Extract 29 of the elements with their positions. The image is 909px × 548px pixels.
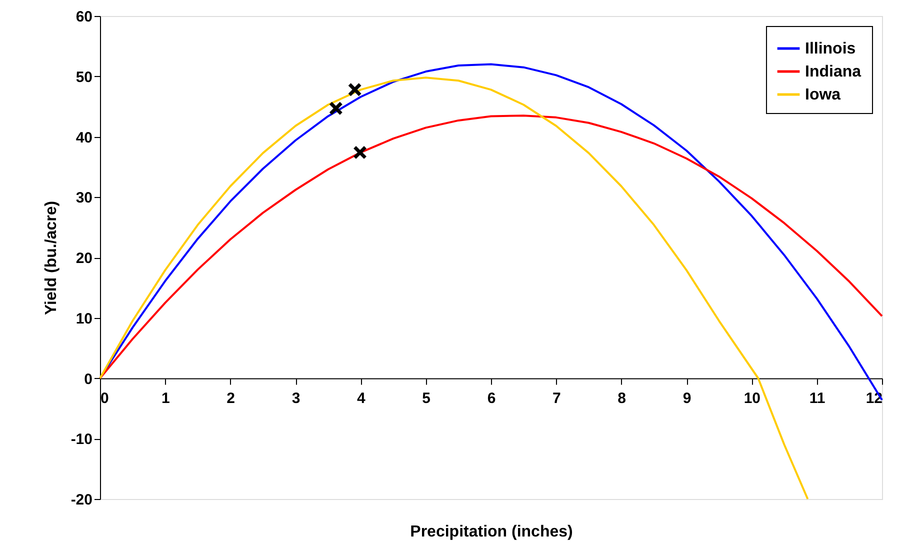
x-tick-label: 8: [618, 390, 626, 407]
point: [353, 145, 368, 160]
x-tick-label: 0: [100, 390, 109, 407]
x-tick-label: 9: [682, 390, 692, 407]
x-tick-label: 4: [356, 390, 366, 407]
y-tick-label: 20: [76, 250, 92, 267]
y-tick-label: -10: [70, 431, 92, 448]
y-axis-title: Yield (bu./acre): [42, 200, 60, 316]
y-tick-label: -20: [70, 492, 92, 508]
x-tick-label: 3: [292, 390, 300, 407]
y-tick-label: 10: [76, 310, 92, 328]
x-tick-label: 1: [161, 390, 170, 407]
y-tick-label: 50: [76, 68, 92, 86]
x-tick-label: 2: [226, 390, 236, 407]
y-tick-label: 40: [76, 129, 92, 146]
point: [328, 101, 343, 116]
legend-label: Illinois: [805, 40, 856, 58]
legend-label: Iowa: [805, 86, 841, 104]
x-tick-label: 7: [552, 390, 561, 407]
y-tick-label: 0: [84, 370, 92, 388]
x-axis-title: Precipitation (inches): [410, 524, 573, 540]
x-tick-label: 10: [744, 390, 761, 407]
x-tick-label: 5: [422, 390, 431, 407]
y-tick-label: 30: [76, 190, 92, 207]
y-tick-label: 60: [76, 8, 92, 26]
x-tick-label: 6: [487, 390, 496, 407]
point: [348, 82, 362, 97]
x-tick-label: 11: [809, 390, 826, 407]
legend-label: Indiana: [805, 64, 862, 80]
